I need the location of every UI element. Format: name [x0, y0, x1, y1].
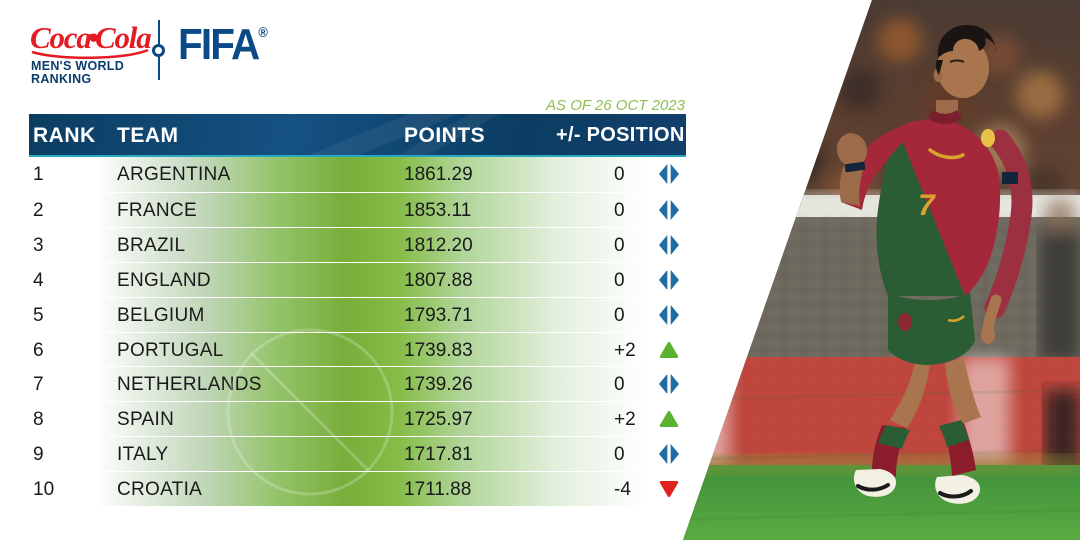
svg-text:Coca: Coca [30, 20, 91, 55]
svg-text:7: 7 [918, 189, 936, 222]
svg-text:Cola: Cola [95, 20, 151, 55]
